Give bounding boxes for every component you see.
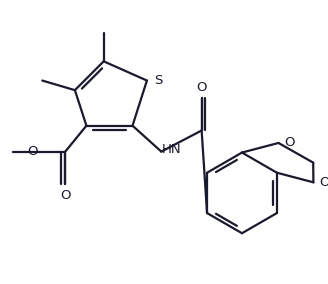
Text: O: O	[60, 189, 71, 202]
Text: O: O	[28, 145, 38, 158]
Text: S: S	[154, 74, 163, 87]
Text: HN: HN	[161, 143, 181, 156]
Text: O: O	[319, 176, 328, 189]
Text: O: O	[196, 81, 207, 94]
Text: O: O	[284, 136, 295, 149]
